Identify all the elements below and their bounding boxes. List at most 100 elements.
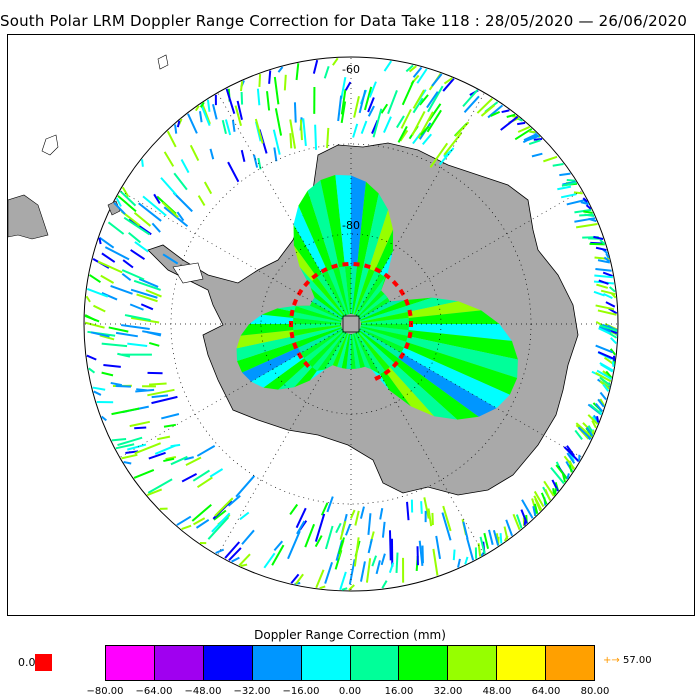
red-data-mark xyxy=(292,342,299,350)
ocean-track xyxy=(543,480,555,497)
ocean-track xyxy=(521,499,534,519)
ocean-track xyxy=(400,108,412,129)
ocean-track xyxy=(234,105,242,126)
colorbar-segment xyxy=(252,646,302,680)
ocean-track xyxy=(452,549,456,561)
ocean-track xyxy=(600,363,614,373)
ocean-track xyxy=(523,133,538,142)
ocean-track xyxy=(599,376,611,386)
ocean-track xyxy=(500,115,519,131)
colorbar-tick-label: 16.00 xyxy=(384,686,414,697)
ocean-track xyxy=(136,293,158,303)
red-data-mark xyxy=(383,272,391,280)
coverage-wedge-inner xyxy=(295,327,342,348)
ocean-track xyxy=(420,501,423,514)
ocean-track xyxy=(520,509,528,524)
ocean-track xyxy=(395,552,399,573)
ocean-track xyxy=(501,109,510,114)
ocean-track xyxy=(399,129,409,142)
ocean-track xyxy=(566,178,576,182)
ocean-track xyxy=(555,464,568,480)
ocean-track xyxy=(597,351,616,361)
ocean-track xyxy=(443,132,463,156)
ocean-track xyxy=(148,451,166,460)
coverage-wedge-inner xyxy=(341,333,350,369)
ocean-track xyxy=(98,237,102,245)
ocean-track xyxy=(420,125,430,136)
ocean-track xyxy=(296,520,306,535)
ocean-track xyxy=(147,478,173,494)
ocean-track xyxy=(340,101,347,124)
ocean-track xyxy=(113,202,126,215)
ocean-track xyxy=(273,147,278,162)
ocean-track xyxy=(199,111,203,123)
ocean-track xyxy=(431,73,443,87)
coverage-wedge-inner xyxy=(352,333,361,369)
ocean-track xyxy=(194,105,200,112)
ocean-track xyxy=(577,426,592,440)
ocean-track xyxy=(287,530,301,560)
ocean-track xyxy=(595,267,612,272)
coverage-wedge-inner xyxy=(351,333,356,369)
ocean-track xyxy=(595,304,615,311)
ocean-track xyxy=(517,126,531,133)
colorbar-ticks: −80.00 −64.00 −48.00 −32.00 −16.00 0.00 16.00 3… xyxy=(86,686,609,700)
ocean-track xyxy=(380,103,389,114)
ocean-track xyxy=(419,94,429,106)
red-data-mark xyxy=(311,272,319,280)
red-data-mark xyxy=(363,263,371,270)
ocean-track xyxy=(339,571,347,591)
ocean-track xyxy=(561,181,577,187)
ocean-track xyxy=(110,381,122,387)
ocean-track xyxy=(406,501,410,521)
coverage-wedge-inner xyxy=(338,266,350,315)
colorbar-segment xyxy=(448,646,498,680)
ocean-track xyxy=(125,450,139,454)
ocean-track xyxy=(381,521,386,538)
ocean-track xyxy=(271,544,285,566)
coverage-wedge-inner xyxy=(357,290,385,318)
coverage-wedge-inner xyxy=(359,328,404,353)
ocean-track xyxy=(528,139,541,146)
ocean-track xyxy=(335,522,342,534)
ocean-track xyxy=(273,540,284,552)
coverage-wedge-inner xyxy=(332,333,348,367)
ocean-track xyxy=(181,524,192,531)
ocean-track xyxy=(161,413,180,420)
ocean-track xyxy=(348,559,356,585)
ocean-track xyxy=(145,289,162,298)
ocean-track xyxy=(228,547,242,562)
ocean-track xyxy=(195,518,210,529)
ocean-track xyxy=(199,101,205,108)
ocean-track xyxy=(423,497,430,519)
ocean-track xyxy=(135,388,155,393)
ocean-track xyxy=(582,197,589,203)
ocean-track xyxy=(110,284,133,295)
red-data-mark xyxy=(342,261,349,267)
ocean-track xyxy=(185,456,202,466)
ocean-track xyxy=(240,91,244,105)
ocean-track xyxy=(149,382,167,386)
ocean-track xyxy=(412,66,423,78)
ocean-track xyxy=(359,561,366,582)
ocean-track xyxy=(372,108,383,138)
coverage-wedge-inner xyxy=(355,271,380,316)
ocean-track xyxy=(441,512,452,541)
ocean-track xyxy=(257,157,262,170)
coverage-wedge-inner xyxy=(353,267,369,315)
ocean-track xyxy=(147,388,175,397)
ocean-track xyxy=(559,172,571,177)
ocean-track xyxy=(258,73,262,87)
ocean-track xyxy=(121,186,130,198)
ocean-track xyxy=(533,490,545,508)
ocean-track xyxy=(241,529,255,545)
ocean-track xyxy=(127,342,148,348)
ocean-track xyxy=(100,415,107,422)
ocean-track xyxy=(596,283,609,289)
ocean-track xyxy=(319,585,326,590)
ocean-track xyxy=(383,116,392,133)
ocean-track xyxy=(551,479,559,492)
ocean-track xyxy=(353,96,360,118)
ocean-track xyxy=(598,279,609,285)
ocean-track xyxy=(383,60,393,72)
